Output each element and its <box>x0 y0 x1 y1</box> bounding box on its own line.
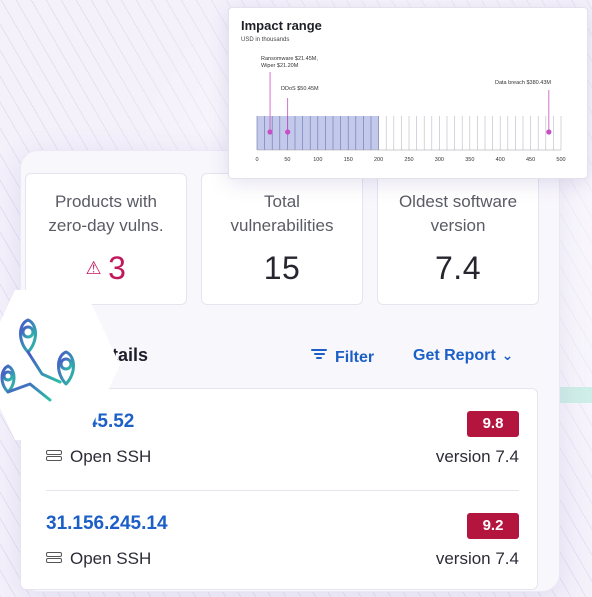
stat-value: 7.4 <box>435 250 481 286</box>
data-point <box>546 129 552 135</box>
x-tick-label: 350 <box>465 157 474 163</box>
version-label: version 7.4 <box>435 549 519 568</box>
warning-icon: ⚠ <box>85 258 103 278</box>
x-tick-label: 400 <box>496 157 505 163</box>
x-tick-label: 150 <box>344 157 353 163</box>
server-icon <box>46 552 62 565</box>
filter-icon <box>311 347 327 361</box>
location-pins-icon <box>0 318 75 402</box>
host-row[interactable]: .156.245.52 9.8 Open SSH version 7.4 <box>34 411 519 471</box>
host-ip-link[interactable]: .156.245.52 <box>34 411 519 433</box>
background-accent <box>552 387 592 403</box>
chart-title: Impact range <box>241 18 322 33</box>
service-label: Open SSH <box>46 447 151 467</box>
get-report-button[interactable]: Get Report ⌄ <box>413 347 514 364</box>
impact-chart: 0 50 100 150 200 250 300 350 400 450 500 <box>255 72 566 163</box>
x-tick-label: 500 <box>556 157 565 163</box>
chevron-down-icon: ⌄ <box>501 347 514 363</box>
chart-subtitle: USD in thousands <box>241 37 290 43</box>
x-tick-label: 300 <box>435 157 444 163</box>
data-point <box>267 129 273 135</box>
filter-button[interactable]: Filter <box>311 347 374 367</box>
stat-label: Products with zero-day vulns. <box>48 192 164 235</box>
stat-label: Oldest software version <box>398 192 518 235</box>
stat-value: ⚠ 3 <box>85 250 127 286</box>
host-ip-link[interactable]: 31.156.245.14 <box>46 513 168 534</box>
server-icon <box>46 450 62 463</box>
x-tick-label: 250 <box>404 157 413 163</box>
annotation-ddos: DDoS $50.45M <box>281 86 319 92</box>
x-tick-label: 450 <box>526 157 535 163</box>
x-tick-label: 0 <box>255 157 258 163</box>
version-label: version 7.4 <box>435 447 519 466</box>
stat-value: 15 <box>263 250 301 286</box>
host-row[interactable]: 31.156.245.14 9.2 Open SSH version 7.4 <box>46 513 519 573</box>
stat-card-total-vulnerabilities: Total vulnerabilities 15 <box>201 173 363 305</box>
annotation-data-breach: Data breach $380.43M <box>495 80 551 86</box>
x-tick-label: 50 <box>284 157 290 163</box>
impact-range-card: Impact range USD in thousands Ransomware… <box>228 7 588 179</box>
host-list: .156.245.52 9.8 Open SSH version 7.4 31.… <box>20 388 538 590</box>
stat-card-zero-day: Products with zero-day vulns. ⚠ 3 <box>25 173 187 305</box>
data-point <box>285 129 291 135</box>
x-tick-label: 100 <box>313 157 322 163</box>
stat-card-oldest-version: Oldest software version 7.4 <box>377 173 539 305</box>
stat-label: Total vulnerabilities <box>230 192 334 235</box>
annotation-ransomware: Ransomware $21.45M, Wiper $21.20M <box>261 56 318 69</box>
severity-badge: 9.8 <box>467 411 519 437</box>
service-label: Open SSH <box>46 549 151 569</box>
severity-badge: 9.2 <box>467 513 519 539</box>
details-title: tails <box>112 345 149 365</box>
x-tick-label: 200 <box>374 157 383 163</box>
row-divider <box>46 490 519 491</box>
